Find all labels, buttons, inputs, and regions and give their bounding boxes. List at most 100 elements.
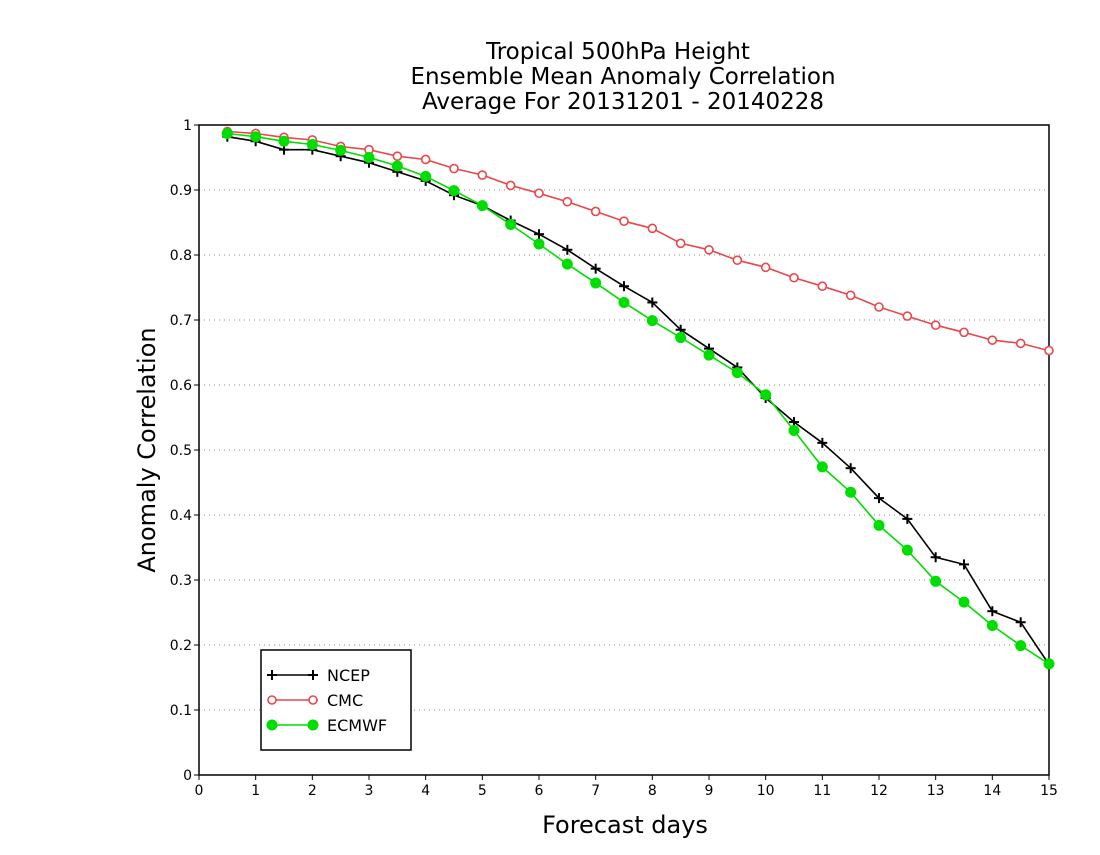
- legend: NCEP CMC ECMWF: [260, 649, 412, 751]
- x-tick-label: 7: [591, 783, 600, 799]
- data-point-ncep: [1015, 617, 1026, 628]
- y-tick-label: 0.1: [170, 703, 192, 719]
- legend-marker-ncep: [267, 670, 277, 680]
- data-point-cmc: [817, 281, 828, 292]
- data-point-ecmwf: [335, 144, 347, 156]
- series-line-ecmwf: [227, 132, 1050, 665]
- data-point-cmc: [789, 272, 799, 283]
- legend-marker-ecmwf: [266, 719, 278, 731]
- x-tick-label: 5: [478, 783, 487, 799]
- data-point-ecmwf: [845, 486, 857, 498]
- data-point-ncep: [845, 463, 856, 474]
- title-line-3: Average For 20131201 - 20140228: [422, 89, 824, 115]
- data-point-cmc: [987, 335, 998, 345]
- series-line-ncep: [227, 135, 1050, 665]
- data-point-ecmwf: [986, 620, 998, 631]
- legend-marker-ncep: [308, 670, 318, 680]
- y-tick-label: 0.3: [170, 573, 192, 589]
- data-point-ecmwf: [675, 332, 687, 344]
- data-point-ncep: [959, 559, 969, 570]
- y-tick-label: 0.8: [170, 248, 192, 264]
- series-layer: [221, 126, 1055, 670]
- data-point-ecmwf: [646, 315, 658, 327]
- data-point-ecmwf: [391, 160, 403, 172]
- data-point-ecmwf: [590, 277, 602, 289]
- x-tick-label: 0: [195, 783, 204, 799]
- legend-marker-ecmwf: [307, 719, 319, 731]
- data-point-ecmwf: [703, 349, 715, 361]
- data-point-cmc: [732, 255, 743, 266]
- data-point-ncep: [902, 513, 913, 524]
- series-line-cmc: [227, 130, 1050, 352]
- legend-label-cmc: CMC: [327, 691, 363, 710]
- title-line-2: Ensemble Mean Anomaly Correlation: [410, 64, 835, 90]
- data-point-ecmwf: [533, 238, 545, 250]
- data-point-ecmwf: [476, 200, 488, 212]
- x-tick-label: 14: [983, 783, 1001, 799]
- data-point-ncep: [619, 281, 629, 292]
- data-point-cmc: [477, 170, 488, 180]
- data-point-ecmwf: [731, 367, 743, 379]
- y-tick-label: 1: [183, 118, 192, 134]
- x-tick-label: 9: [705, 783, 714, 799]
- data-point-ecmwf: [1015, 640, 1027, 652]
- y-tick-label: 0: [183, 768, 192, 784]
- data-point-cmc: [675, 238, 686, 249]
- data-point-ecmwf: [930, 575, 942, 587]
- data-point-ncep: [987, 606, 998, 617]
- data-point-ecmwf: [363, 152, 375, 163]
- data-point-cmc: [505, 180, 516, 191]
- y-tick-label: 0.6: [170, 378, 192, 394]
- data-point-ecmwf: [1043, 658, 1055, 670]
- data-point-ecmwf: [561, 258, 573, 270]
- data-point-ncep: [562, 244, 573, 255]
- data-point-ecmwf: [760, 389, 772, 401]
- y-tick-label: 0.2: [170, 638, 192, 654]
- data-point-cmc: [619, 216, 629, 226]
- grid: [199, 124, 1049, 711]
- y-tick-label: 0.9: [170, 183, 192, 199]
- data-point-ncep: [534, 229, 544, 240]
- data-point-cmc: [534, 188, 544, 199]
- x-tick-label: 1: [251, 783, 260, 799]
- data-point-ecmwf: [901, 544, 913, 556]
- data-point-cmc: [392, 151, 403, 161]
- data-point-cmc: [449, 163, 459, 174]
- title-line-1: Tropical 500hPa Height: [485, 39, 750, 65]
- y-tick-label: 0.5: [170, 443, 192, 459]
- data-point-cmc: [959, 327, 969, 338]
- x-tick-label: 8: [648, 783, 657, 799]
- data-point-cmc: [590, 206, 601, 217]
- data-point-cmc: [562, 196, 573, 207]
- data-point-ncep: [874, 493, 884, 504]
- data-point-cmc: [874, 302, 884, 312]
- x-tick-label: 3: [365, 783, 374, 799]
- data-point-ncep: [647, 297, 658, 308]
- data-point-cmc: [704, 245, 714, 255]
- data-point-cmc: [930, 320, 941, 331]
- data-point-ecmwf: [618, 296, 630, 308]
- data-point-ncep: [930, 552, 941, 563]
- legend-label-ncep: NCEP: [327, 666, 370, 685]
- data-point-cmc: [420, 154, 431, 165]
- x-tick-label: 10: [757, 783, 775, 799]
- chart-title: Tropical 500hPa Height Ensemble Mean Ano…: [410, 39, 835, 115]
- data-point-ecmwf: [816, 461, 828, 473]
- data-point-cmc: [760, 262, 771, 273]
- x-tick-label: 11: [813, 783, 831, 799]
- data-point-ecmwf: [958, 596, 970, 608]
- data-point-ecmwf: [306, 139, 318, 150]
- legend-marker-cmc: [308, 695, 318, 705]
- data-point-ecmwf: [788, 425, 800, 436]
- series-cmc: [222, 126, 1054, 356]
- x-axis-label: Forecast days: [542, 811, 708, 839]
- data-point-cmc: [1015, 338, 1026, 349]
- x-tick-label: 12: [870, 783, 888, 799]
- x-tick-label: 6: [535, 783, 544, 799]
- plot-frame: [198, 124, 1050, 776]
- data-point-ncep: [590, 263, 601, 274]
- legend-label-ecmwf: ECMWF: [327, 716, 387, 735]
- data-point-cmc: [845, 290, 856, 301]
